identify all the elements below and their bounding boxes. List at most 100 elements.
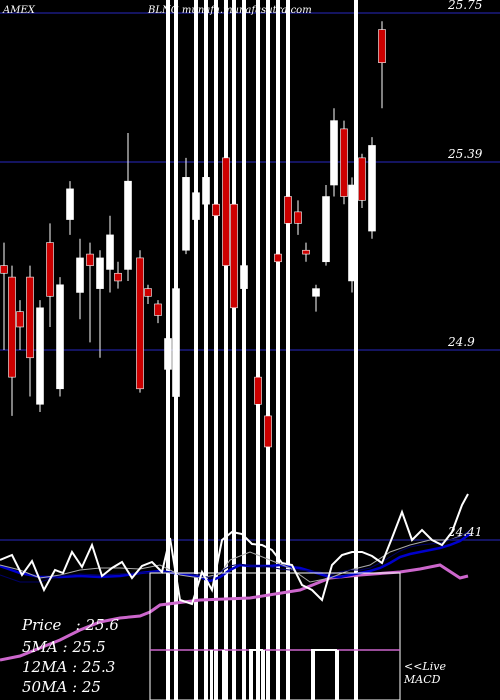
candle bbox=[16, 300, 24, 350]
candle-body bbox=[136, 257, 144, 390]
candle bbox=[164, 319, 172, 389]
candle-body bbox=[348, 184, 356, 282]
y-tick-label: 25.39 bbox=[447, 147, 483, 161]
ma12-readout: 12MA : 25.3 bbox=[22, 658, 116, 676]
volume-spike bbox=[354, 0, 358, 700]
candle-body bbox=[172, 288, 180, 397]
candle-body bbox=[368, 145, 376, 232]
candle-body bbox=[240, 265, 248, 289]
candle bbox=[86, 242, 94, 343]
candle bbox=[348, 177, 356, 293]
candle-body bbox=[312, 288, 320, 297]
macd-panel bbox=[149, 572, 401, 700]
candle bbox=[284, 181, 292, 274]
candle bbox=[312, 284, 320, 312]
live-link[interactable]: <<Live bbox=[404, 660, 446, 673]
candle bbox=[222, 149, 230, 312]
macd-box bbox=[149, 572, 401, 700]
candle-body bbox=[8, 276, 16, 378]
candle-body bbox=[378, 29, 386, 63]
candle-body bbox=[340, 128, 348, 197]
candle bbox=[106, 215, 114, 293]
candle-body bbox=[230, 203, 238, 309]
macd-hist-bar bbox=[210, 650, 213, 700]
candle bbox=[56, 277, 64, 397]
candle-body bbox=[66, 188, 74, 220]
volume-spike bbox=[256, 0, 260, 700]
candlesticks bbox=[0, 21, 386, 459]
candle bbox=[136, 250, 144, 393]
candle-body bbox=[264, 415, 272, 448]
candle bbox=[154, 300, 162, 324]
candle bbox=[330, 108, 338, 197]
candle bbox=[368, 137, 376, 239]
ma50-readout: 50MA : 25 bbox=[22, 678, 101, 696]
candle bbox=[76, 238, 84, 320]
candle-body bbox=[222, 157, 230, 266]
indicator-lines bbox=[0, 493, 471, 662]
candle-body bbox=[322, 196, 330, 263]
candle-body bbox=[182, 177, 190, 251]
candle bbox=[254, 357, 262, 420]
volume-spike bbox=[286, 0, 290, 700]
candle bbox=[212, 177, 220, 274]
macd-hist-step bbox=[311, 649, 337, 700]
symbol-site-label: BLNG munafa.munafasutra.com bbox=[147, 5, 312, 16]
price-readout: Price : 25.6 bbox=[22, 616, 119, 634]
candle-body bbox=[124, 180, 132, 270]
candle bbox=[192, 177, 200, 235]
candle-body bbox=[154, 303, 162, 316]
y-tick-label: 25.75 bbox=[447, 0, 482, 12]
volume-spike bbox=[214, 0, 218, 700]
ma5-readout: 5MA : 25.5 bbox=[22, 638, 106, 656]
macd-hist-bar bbox=[336, 650, 339, 700]
candle-body bbox=[114, 272, 122, 282]
macd-signal-line bbox=[0, 532, 469, 583]
candle-body bbox=[284, 196, 292, 224]
candle bbox=[322, 185, 330, 266]
candle bbox=[274, 234, 282, 350]
candle bbox=[340, 120, 348, 205]
candle-body bbox=[202, 177, 210, 205]
candle-body bbox=[16, 311, 24, 328]
volume-spike bbox=[194, 0, 198, 700]
candle bbox=[182, 157, 190, 255]
candle-body bbox=[106, 234, 114, 270]
candle-body bbox=[164, 338, 172, 370]
candle-body bbox=[144, 288, 152, 297]
candle-body bbox=[76, 257, 84, 293]
volume-spike bbox=[242, 0, 246, 700]
candle bbox=[114, 261, 122, 289]
macd-line bbox=[0, 493, 469, 606]
volume-spike bbox=[232, 0, 236, 700]
volume-spike bbox=[204, 0, 208, 700]
y-tick-label: 24.41 bbox=[447, 525, 482, 539]
candle-body bbox=[330, 120, 338, 186]
candle bbox=[294, 200, 302, 235]
y-axis-ticks: 25.75 25.39 24.9 24.41 bbox=[447, 0, 483, 539]
candle bbox=[124, 133, 132, 281]
candle-body bbox=[302, 249, 310, 255]
candle bbox=[172, 280, 180, 409]
candle-body bbox=[254, 376, 262, 405]
candle-body bbox=[56, 284, 64, 390]
candle-body bbox=[36, 307, 44, 405]
candle bbox=[0, 242, 8, 350]
volume-spike bbox=[266, 0, 270, 700]
volume-spike bbox=[224, 0, 228, 700]
candle bbox=[264, 412, 272, 459]
candle bbox=[230, 185, 238, 331]
candle-body bbox=[0, 265, 8, 274]
grid-lines bbox=[0, 12, 500, 541]
macd-hist-bar bbox=[250, 650, 253, 700]
candle bbox=[358, 153, 366, 209]
candle-body bbox=[96, 257, 104, 289]
candle bbox=[302, 242, 310, 262]
exchange-label: AMEX bbox=[2, 5, 36, 16]
candle bbox=[46, 223, 54, 327]
candle-body bbox=[294, 211, 302, 224]
candle-body bbox=[274, 253, 282, 263]
candle bbox=[378, 21, 386, 109]
candle-body bbox=[46, 242, 54, 297]
